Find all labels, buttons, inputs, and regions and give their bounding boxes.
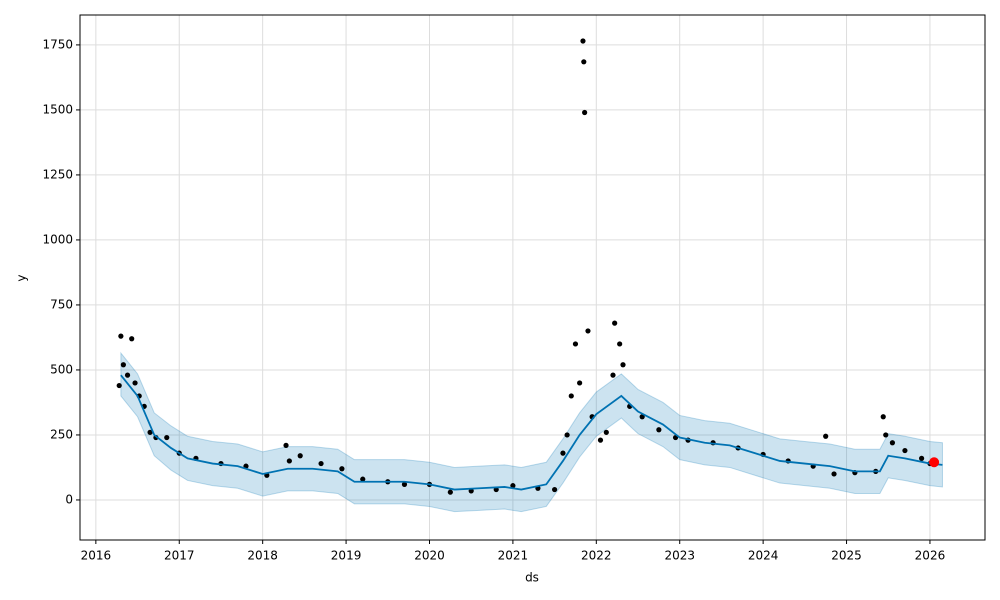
observed-point xyxy=(610,372,616,378)
observed-point xyxy=(831,471,837,477)
observed-point xyxy=(318,460,324,467)
observed-point xyxy=(823,433,829,439)
x-tick-label: 2016 xyxy=(81,549,112,563)
observed-point xyxy=(116,382,122,389)
observed-point xyxy=(283,442,289,448)
observed-point xyxy=(639,414,645,420)
observed-point xyxy=(360,476,366,482)
x-tick-label: 2018 xyxy=(247,549,278,563)
x-tick-label: 2020 xyxy=(414,549,445,563)
observed-point xyxy=(560,450,566,456)
observed-point xyxy=(603,429,609,435)
observed-point xyxy=(620,362,626,368)
observed-point xyxy=(132,380,138,386)
observed-point xyxy=(656,427,662,433)
y-tick-label: 1750 xyxy=(42,37,73,51)
observed-point xyxy=(902,447,908,454)
y-tick-label: 1250 xyxy=(42,167,73,181)
observed-point xyxy=(880,414,886,420)
observed-point xyxy=(164,434,170,441)
observed-point xyxy=(297,453,303,459)
observed-point xyxy=(581,59,587,65)
plot-frame xyxy=(79,14,986,541)
observed-point xyxy=(919,455,925,461)
x-tick-label: 2017 xyxy=(164,549,195,563)
x-tick-label: 2019 xyxy=(331,549,362,563)
observed-point xyxy=(582,109,588,116)
y-tick-label: 1000 xyxy=(42,232,73,246)
observed-point xyxy=(552,486,558,493)
forecast-line xyxy=(120,374,943,491)
observed-point xyxy=(597,437,604,443)
x-tick-label: 2024 xyxy=(748,549,779,563)
observed-point xyxy=(447,489,453,495)
y-tick-label: 1500 xyxy=(42,102,73,116)
observed-point xyxy=(124,372,131,378)
observed-point xyxy=(580,38,586,44)
observed-point xyxy=(612,320,618,326)
x-axis-label: ds xyxy=(525,571,539,585)
y-tick-label: 500 xyxy=(50,362,73,376)
observed-point xyxy=(510,483,516,489)
uncertainty-band xyxy=(120,351,943,513)
y-tick-label: 0 xyxy=(65,492,73,506)
observed-point xyxy=(585,328,591,334)
observed-point xyxy=(339,466,345,472)
x-tick-label: 2023 xyxy=(664,549,695,563)
x-tick-label: 2025 xyxy=(831,549,862,563)
observed-point xyxy=(577,380,583,386)
y-tick-label: 250 xyxy=(50,427,73,441)
x-tick-label: 2022 xyxy=(581,549,612,563)
observed-point xyxy=(564,432,570,438)
observed-point xyxy=(889,440,896,446)
observed-point xyxy=(401,481,408,487)
observed-point xyxy=(883,432,889,438)
x-tick-label: 2026 xyxy=(915,549,946,563)
y-tick-label: 750 xyxy=(50,297,73,311)
observed-point xyxy=(118,333,124,339)
observed-point xyxy=(120,362,126,368)
observed-point xyxy=(568,393,574,399)
observed-point xyxy=(286,458,292,464)
y-axis-label: y xyxy=(15,274,29,281)
observed-point xyxy=(572,341,579,347)
x-tick-label: 2021 xyxy=(498,549,529,563)
observed-point xyxy=(147,429,153,435)
observed-point xyxy=(129,336,135,342)
observed-point xyxy=(617,341,623,347)
highlight-point xyxy=(929,457,940,468)
